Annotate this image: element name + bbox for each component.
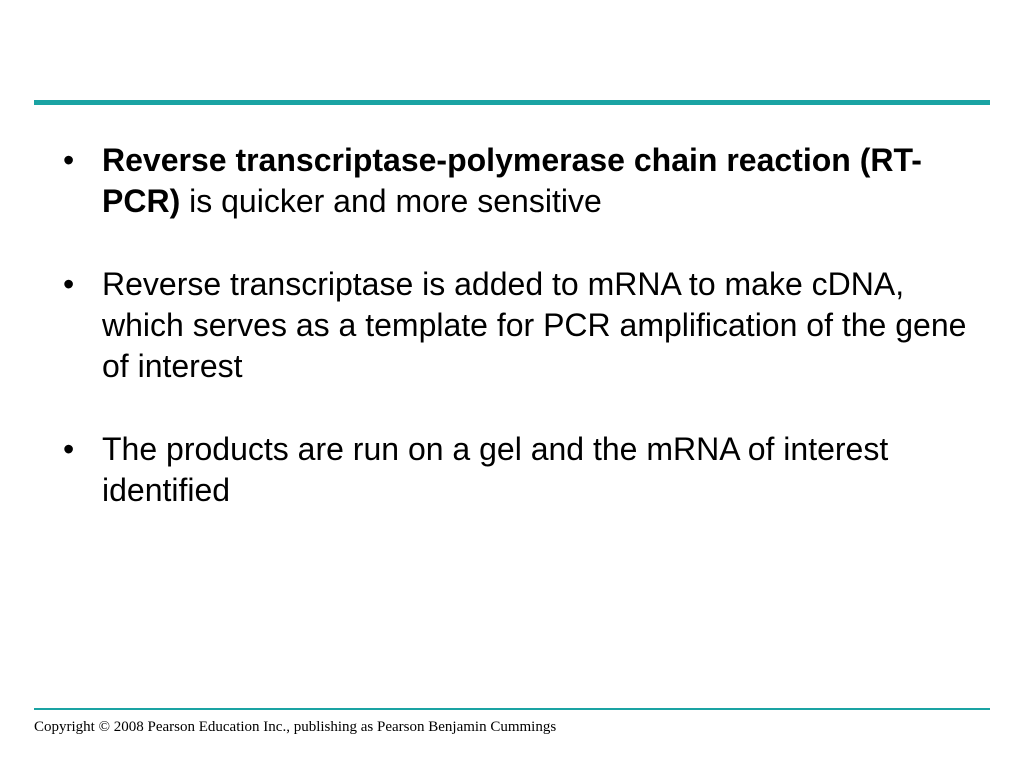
top-rule bbox=[34, 100, 990, 105]
bullet-text: Reverse transcriptase is added to mRNA t… bbox=[102, 266, 966, 384]
list-item: Reverse transcriptase-polymerase chain r… bbox=[60, 140, 984, 222]
list-item: The products are run on a gel and the mR… bbox=[60, 429, 984, 511]
copyright-text: Copyright © 2008 Pearson Education Inc.,… bbox=[34, 719, 556, 736]
slide: Reverse transcriptase-polymerase chain r… bbox=[0, 0, 1024, 768]
list-item: Reverse transcriptase is added to mRNA t… bbox=[60, 264, 984, 387]
bullet-text: The products are run on a gel and the mR… bbox=[102, 431, 888, 508]
bullet-list: Reverse transcriptase-polymerase chain r… bbox=[60, 140, 984, 511]
slide-content: Reverse transcriptase-polymerase chain r… bbox=[60, 140, 984, 553]
bottom-rule bbox=[34, 708, 990, 710]
bullet-text: is quicker and more sensitive bbox=[180, 183, 602, 219]
